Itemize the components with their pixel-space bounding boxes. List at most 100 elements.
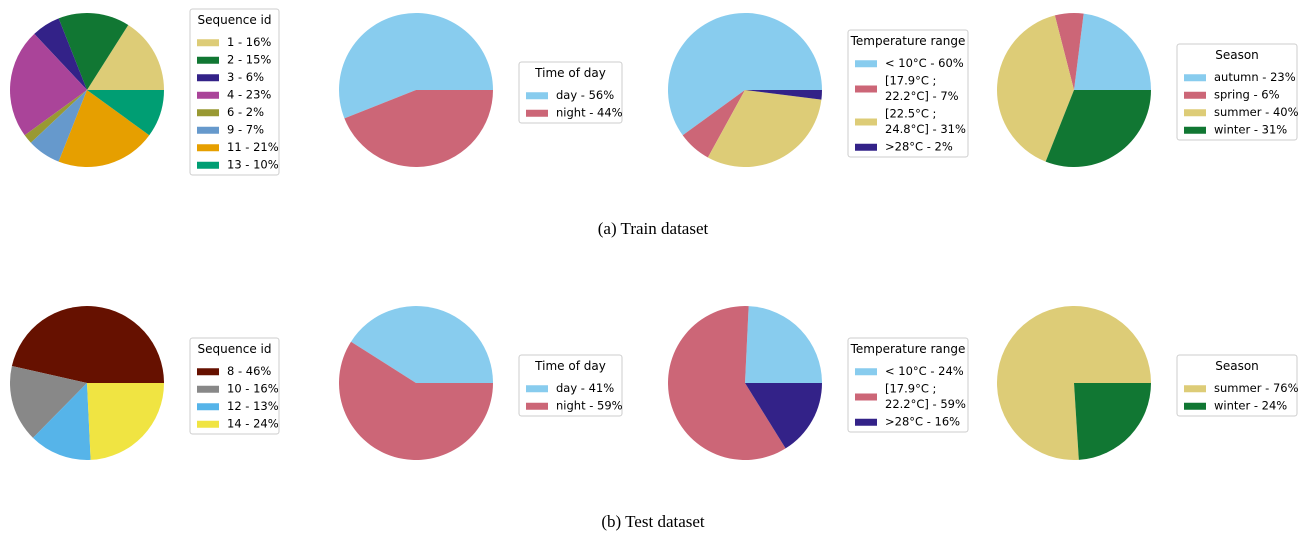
- legend-title: Time of day: [534, 66, 606, 80]
- legend-swatch: [1184, 109, 1206, 117]
- legend-swatch: [1184, 91, 1206, 99]
- legend-title: Temperature range: [850, 34, 966, 48]
- legend: Sequence id 8 - 46% 10 - 16% 12 - 13% 14 - 2…: [189, 337, 280, 435]
- pie-charts: Sequence id 1 - 16% 2 - 15% 3 - 6% 4 - 23% 6 …: [9, 8, 1299, 461]
- legend: Temperature range < 10°C - 60% [17.9°C ; 22…: [847, 29, 969, 158]
- pie-slice: [997, 306, 1151, 461]
- pie-chart-test-sequence: Sequence id 8 - 46% 10 - 16% 12 - 13% 14 - 2…: [9, 305, 280, 460]
- legend-label: [17.9°C ; 22.2°C] - 59%: [885, 382, 966, 412]
- pie-slice: [682, 90, 745, 158]
- legend-label: 8 - 46%: [227, 364, 271, 378]
- legend-label: summer - 40%: [1214, 105, 1299, 119]
- pie-slice: [32, 383, 91, 460]
- pie-slice: [1074, 383, 1151, 460]
- pie-slice: [9, 366, 88, 438]
- legend-label: 6 - 2%: [227, 105, 264, 119]
- pie-slice: [745, 306, 822, 383]
- caption-test: (b) Test dataset: [601, 512, 705, 531]
- pie-slice: [707, 90, 822, 168]
- pie-slice: [11, 305, 165, 383]
- legend-swatch: [197, 144, 219, 152]
- pie-chart-train-sequence: Sequence id 1 - 16% 2 - 15% 3 - 6% 4 - 23% 6 …: [10, 8, 280, 176]
- pie-slice: [1045, 90, 1151, 167]
- legend-label: summer - 76%: [1214, 381, 1299, 395]
- pie-chart-test-temperature: Temperature range < 10°C - 24% [17.9°C ; 22…: [668, 306, 969, 461]
- legend-frame: [518, 61, 623, 124]
- pie-slice: [668, 12, 822, 136]
- legend-swatch: [197, 403, 219, 411]
- pie-chart-train-time: Time of day day - 56% night - 44%: [339, 12, 623, 167]
- legend-label: < 10°C - 60%: [885, 56, 964, 70]
- legend-swatch: [855, 393, 877, 401]
- pie-slice: [58, 13, 129, 91]
- legend-title: Sequence id: [198, 342, 272, 356]
- legend-label: 3 - 6%: [227, 70, 264, 84]
- legend-label: 9 - 7%: [227, 123, 264, 137]
- pie-slice: [30, 90, 87, 162]
- legend-label: day - 41%: [556, 381, 614, 395]
- legend-label: spring - 6%: [1214, 88, 1280, 102]
- legend: Time of day day - 56% night - 44%: [518, 61, 623, 124]
- legend-label: 10 - 16%: [227, 382, 279, 396]
- legend-frame: [1176, 43, 1298, 141]
- legend-swatch: [197, 39, 219, 47]
- legend-label: 1 - 16%: [227, 35, 271, 49]
- legend-swatch: [855, 60, 877, 68]
- legend-swatch: [197, 420, 219, 428]
- legend-swatch: [197, 74, 219, 82]
- legend-frame: [518, 354, 623, 417]
- legend-label: 14 - 24%: [227, 417, 279, 431]
- pie-slice: [87, 383, 164, 460]
- legend: Sequence id 1 - 16% 2 - 15% 3 - 6% 4 - 23% 6 …: [189, 8, 280, 176]
- legend-title: Temperature range: [850, 342, 966, 356]
- legend-swatch: [855, 85, 877, 93]
- legend: Temperature range < 10°C - 24% [17.9°C ; 22…: [847, 337, 969, 433]
- legend-swatch: [526, 92, 548, 100]
- legend-label: 11 - 21%: [227, 140, 279, 154]
- pie-slice: [24, 90, 87, 143]
- legend-frame: [847, 337, 969, 433]
- pie-slice: [58, 90, 150, 167]
- legend-label: 2 - 15%: [227, 53, 271, 67]
- pie-slice: [339, 341, 493, 461]
- pie-slice: [87, 90, 164, 136]
- legend: Time of day day - 41% night - 59%: [518, 354, 623, 417]
- legend-swatch: [197, 161, 219, 169]
- legend-title: Time of day: [534, 359, 606, 373]
- pie-slice: [1054, 13, 1084, 90]
- legend-swatch: [1184, 126, 1206, 134]
- legend-label: 13 - 10%: [227, 158, 279, 172]
- legend-label: [17.9°C ; 22.2°C] - 7%: [885, 74, 959, 104]
- legend-swatch: [526, 385, 548, 393]
- legend-swatch: [855, 418, 877, 426]
- legend-swatch: [197, 91, 219, 99]
- legend-swatch: [197, 109, 219, 117]
- pie-slice: [350, 306, 493, 383]
- legend-swatch: [1184, 402, 1206, 410]
- legend-title: Season: [1215, 359, 1259, 373]
- pie-slice: [668, 306, 786, 461]
- legend-label: winter - 24%: [1214, 399, 1287, 413]
- legend-frame: [1176, 354, 1298, 417]
- pie-chart-test-season: Season summer - 76% winter - 24%: [997, 306, 1299, 461]
- legend-frame: [847, 29, 969, 158]
- pie-slice: [339, 12, 493, 119]
- legend-swatch: [197, 126, 219, 134]
- legend-swatch: [197, 56, 219, 64]
- legend-label: night - 59%: [556, 399, 623, 413]
- legend: Season summer - 76% winter - 24%: [1176, 354, 1299, 417]
- legend-label: 4 - 23%: [227, 88, 271, 102]
- legend-swatch: [197, 368, 219, 376]
- legend-label: night - 44%: [556, 106, 623, 120]
- legend-swatch: [855, 368, 877, 376]
- pie-slice: [745, 383, 822, 449]
- caption-train: (a) Train dataset: [598, 219, 709, 238]
- pie-slice: [34, 18, 87, 90]
- pie-slice: [10, 33, 87, 136]
- pie-slice: [745, 90, 822, 100]
- legend-swatch: [1184, 74, 1206, 82]
- legend-label: < 10°C - 24%: [885, 364, 964, 378]
- pie-chart-train-temperature: Temperature range < 10°C - 60% [17.9°C ; 22…: [668, 12, 969, 168]
- legend-swatch: [855, 118, 877, 126]
- legend-label: 12 - 13%: [227, 399, 279, 413]
